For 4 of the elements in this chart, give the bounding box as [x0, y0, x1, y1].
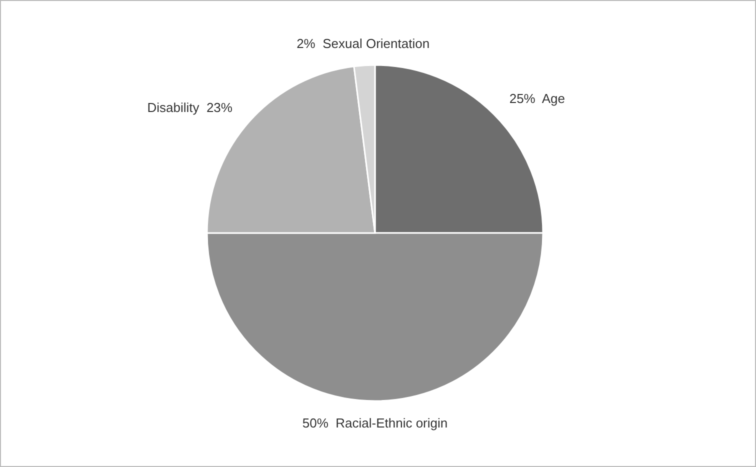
slice-label: 50% Racial-Ethnic origin	[302, 416, 448, 430]
slice-label: Disability 23%	[147, 100, 233, 115]
slice-label: 25% Age	[509, 91, 566, 106]
slice-label: 2% Sexual Orientation	[296, 36, 430, 51]
